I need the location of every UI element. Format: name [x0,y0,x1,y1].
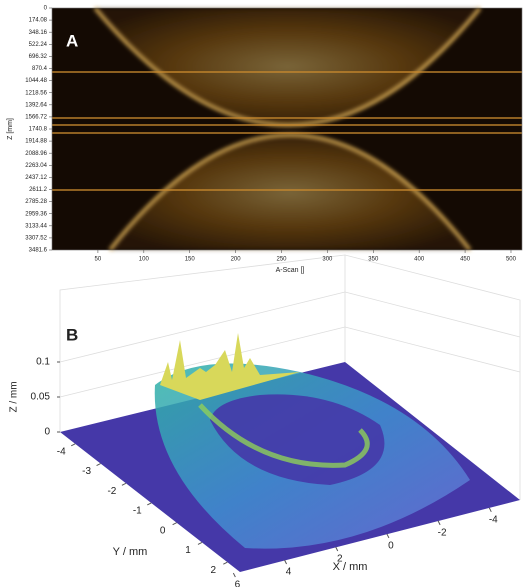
y-tick-label: 1566.72 [25,114,47,120]
y-tick [223,561,228,565]
oct-image [51,7,523,251]
y-tick-label: 348.16 [29,30,48,36]
y-tick [96,463,101,466]
y-tick [121,482,127,486]
y-tick-label: 522.24 [29,42,48,48]
y-tick-label: -3 [82,466,91,477]
x-tick [437,520,441,526]
y-tick-label: 0 [44,6,48,12]
y-tick-label: 696.32 [29,54,48,60]
y-axis-label: Y / mm [113,546,148,558]
surface [154,333,470,549]
x-tick-label: 150 [185,257,196,263]
y-tick-label: 3133.44 [25,223,47,229]
y-tick-label: 1740.8 [29,127,48,133]
y-tick-label: 1 [185,545,191,556]
y-tick-label: 2785.28 [25,199,47,205]
y-axis-label: Z [mm] [7,118,14,140]
y-tick-label: 2263.04 [25,163,47,169]
x-tick-label: -2 [438,528,447,539]
y-tick [147,502,152,506]
y-tick-label: 1044.48 [25,78,47,84]
y-tick [197,541,203,545]
x-tick [284,559,287,565]
y-tick-label: -1 [133,506,142,517]
x-tick-label: 400 [414,257,425,263]
y-tick [70,443,76,447]
x-tick-label: 2 [337,554,343,565]
x-tick-label: 250 [276,257,287,263]
y-tick-label: 870.4 [32,66,48,72]
x-axis-label: A-Scan [] [276,267,305,274]
x-tick [232,572,236,578]
y-tick-label: 1218.56 [25,90,47,96]
x-tick-label: 200 [231,257,242,263]
y-tick-label: 3481.6 [29,248,48,254]
y-tick-label: 1914.88 [25,139,47,145]
y-tick-label: 1392.64 [25,102,47,108]
z-axis-label: Z / mm [9,381,20,412]
x-tick-label: 100 [139,257,150,263]
y-tick-label: 2088.96 [25,151,47,157]
x-tick-label: 300 [322,257,333,263]
y-tick-label: 2959.36 [25,211,47,217]
x-axis-label: X / mm [333,561,368,573]
x-tick-label: 6 [235,580,241,587]
x-tick-label: -4 [489,514,498,525]
x-tick [488,507,492,513]
panel-label: B [66,325,78,344]
x-tick-label: 350 [368,257,379,263]
y-tick-label: 174.08 [29,18,48,24]
x-tick-label: 0 [388,541,394,552]
y-tick-label: -4 [57,446,66,457]
axes-box [59,254,521,500]
x-tick-label: 450 [460,257,471,263]
z-tick-label: 0 [44,427,50,438]
y-tick-label: 2611.2 [29,187,48,193]
panel-label: A [66,31,78,50]
y-tick-label: 0 [160,525,166,536]
z-tick-label: 0.1 [36,357,50,368]
x-tick [335,546,339,552]
y-tick-label: 2 [211,565,217,576]
x-tick [386,533,390,539]
y-tick [172,522,177,526]
y-tick-label: 2437.12 [25,175,47,181]
y-tick-label: -2 [107,486,116,497]
x-tick-label: 500 [506,257,517,263]
z-tick-label: 0.05 [31,392,51,403]
x-tick-label: 50 [95,257,102,263]
x-tick-label: 4 [286,567,292,578]
y-tick-label: 3307.52 [25,235,47,241]
